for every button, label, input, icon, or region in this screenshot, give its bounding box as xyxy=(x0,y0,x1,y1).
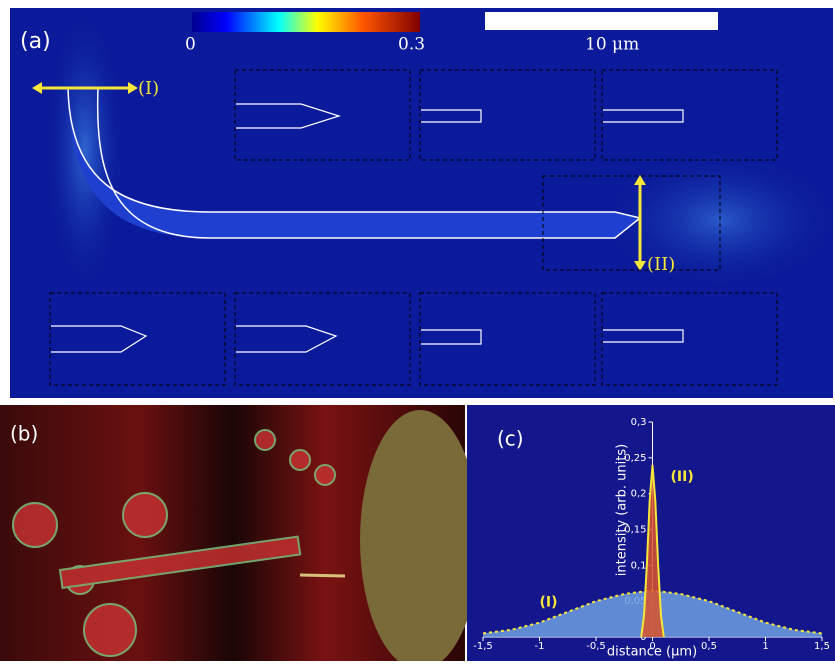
y-tick-label: 0,2 xyxy=(631,489,647,500)
panel-label: (c) xyxy=(497,427,524,451)
x-tick-label: 1,5 xyxy=(814,641,830,652)
panel-label: (b) xyxy=(10,422,38,446)
arrow-ii-heads xyxy=(634,175,646,271)
colorbar-max: 0.3 xyxy=(398,35,425,55)
marker-i: (I) xyxy=(138,78,159,99)
y-tick-label: 0,15 xyxy=(624,525,646,536)
x-tick-label: -1,5 xyxy=(473,641,493,652)
series-label: (II) xyxy=(671,469,694,485)
panel-c: (c) intensity (arb. units) distance (μm)… xyxy=(467,405,835,661)
beam-glow xyxy=(45,10,125,290)
x-tick-label: -0,5 xyxy=(586,641,606,652)
x-axis-label: distance (μm) xyxy=(607,645,697,660)
insets xyxy=(49,69,778,386)
x-tick-label: -1 xyxy=(535,641,545,652)
panel-b: (b) xyxy=(0,405,480,665)
marker-ii: (II) xyxy=(647,254,675,275)
panel-label: (a) xyxy=(20,29,51,54)
series-label: (I) xyxy=(540,595,558,611)
area xyxy=(641,465,664,637)
y-tick-label: 0,3 xyxy=(631,417,647,428)
x-tick-label: 0 xyxy=(649,641,655,652)
x-tick-label: 1 xyxy=(762,641,768,652)
output-glow xyxy=(600,150,835,290)
colorbar xyxy=(192,12,420,32)
scale-bar-label: 10 μm xyxy=(585,35,639,55)
series-line xyxy=(640,464,665,638)
panel-a: (a) 0 0.3 10 μm (I) (II) xyxy=(10,8,835,398)
scale-bar xyxy=(485,12,718,30)
y-tick-label: 0,25 xyxy=(624,453,646,464)
inset-tapers xyxy=(51,103,684,353)
probe-tip xyxy=(299,573,346,578)
cell xyxy=(360,410,480,665)
y-tick-label: 0 xyxy=(640,632,646,643)
waveguide-field xyxy=(68,88,640,238)
y-axis-label: intensity (arb. units) xyxy=(615,444,630,576)
colorbar-min: 0 xyxy=(185,35,196,55)
nanostructures xyxy=(12,429,336,657)
y-tick-label: 0,1 xyxy=(631,560,647,571)
x-tick-label: 0,5 xyxy=(701,641,717,652)
